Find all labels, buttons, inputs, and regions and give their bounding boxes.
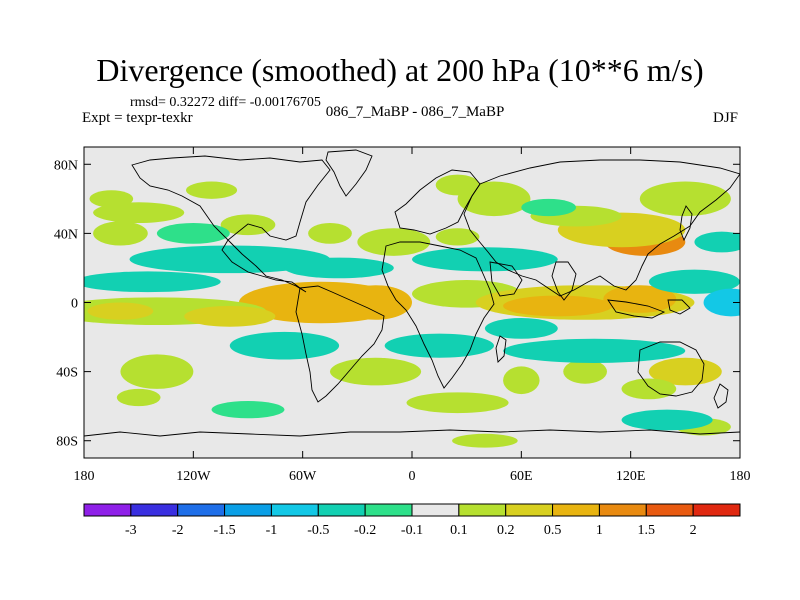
colorbar-swatch-8 xyxy=(458,503,507,517)
runs-label: 086_7_MaBP - 086_7_MaBP xyxy=(325,104,505,120)
x-tick-label-0: 180 xyxy=(74,469,95,484)
field-anomaly-48 xyxy=(156,223,230,244)
experiment-label: Expt = texpr-texkr xyxy=(82,110,193,126)
x-tick-label-2: 60W xyxy=(289,469,317,484)
field-anomaly-26 xyxy=(330,357,422,386)
field-anomaly-25 xyxy=(120,354,194,389)
x-tick-label-6: 180 xyxy=(730,469,751,484)
field-anomaly-44 xyxy=(484,318,558,339)
field-anomaly-37 xyxy=(412,247,558,272)
colorbar-swatch-11 xyxy=(598,503,647,517)
y-tick-label-4: 80S xyxy=(56,435,78,450)
x-tick-label-5: 120E xyxy=(616,469,646,484)
y-tick-label-0: 80N xyxy=(54,158,78,173)
x-tick-label-3: 0 xyxy=(409,469,416,484)
y-tick-label-2: 0 xyxy=(71,297,78,312)
colorbar-swatch-0 xyxy=(83,503,132,517)
colorbar-swatch-7 xyxy=(411,503,460,517)
colorbar-swatch-1 xyxy=(130,503,179,517)
colorbar-label-1: -2 xyxy=(172,523,184,538)
y-tick-label-1: 40N xyxy=(54,227,78,242)
field-anomaly-40 xyxy=(84,271,221,293)
colorbar-label-2: -1.5 xyxy=(213,523,235,538)
field-anomaly-20 xyxy=(220,214,276,236)
field-anomaly-39 xyxy=(703,288,740,317)
field-anomaly-24 xyxy=(186,181,238,199)
colorbar-swatch-6 xyxy=(364,503,413,517)
field-anomaly-38 xyxy=(648,269,740,294)
colorbar-swatch-3 xyxy=(224,503,272,517)
colorbar-swatch-9 xyxy=(505,503,554,517)
field-anomaly-34 xyxy=(452,433,518,448)
chart-title: Divergence (smoothed) at 200 hPa (10**6 … xyxy=(96,52,704,88)
plot-area xyxy=(84,147,740,458)
field-anomaly-46 xyxy=(211,400,285,419)
field-anomaly-10 xyxy=(603,285,677,313)
field-anomaly-6 xyxy=(87,302,154,320)
field-anomaly-49 xyxy=(694,231,740,253)
x-tick-label-1: 120W xyxy=(176,469,211,484)
colorbar-label-12: 2 xyxy=(690,523,697,538)
field-anomaly-30 xyxy=(563,359,607,384)
field-anomaly-42 xyxy=(384,333,495,358)
colorbar-label-11: 1.5 xyxy=(638,523,656,538)
field-anomaly-21 xyxy=(93,202,185,224)
field-layer xyxy=(84,174,740,448)
field-anomaly-19 xyxy=(308,223,352,244)
colorbar-label-5: -0.2 xyxy=(354,523,376,538)
field-anomaly-32 xyxy=(621,378,677,400)
y-tick-label-3: 40S xyxy=(56,366,78,381)
colorbar-label-8: 0.2 xyxy=(497,523,515,538)
field-anomaly-18 xyxy=(435,228,480,246)
field-anomaly-23 xyxy=(93,221,148,246)
field-anomaly-3 xyxy=(339,285,412,320)
colorbar-label-6: -0.1 xyxy=(401,523,423,538)
stats-line: rmsd= 0.32272 diff= -0.00176705 xyxy=(130,95,321,110)
field-anomaly-22 xyxy=(89,190,134,208)
field-anomaly-9 xyxy=(503,295,613,317)
colorbar-swatch-5 xyxy=(317,503,366,517)
field-anomaly-16 xyxy=(435,174,480,196)
field-anomaly-5 xyxy=(184,305,276,327)
colorbar-label-0: -3 xyxy=(125,523,137,538)
field-anomaly-41 xyxy=(229,331,340,360)
x-tick-label-4: 60E xyxy=(510,469,533,484)
field-anomaly-45 xyxy=(621,409,713,431)
colorbar-label-4: -0.5 xyxy=(307,523,329,538)
colorbar-swatch-10 xyxy=(552,503,600,517)
colorbar-swatch-12 xyxy=(645,503,694,517)
field-anomaly-27 xyxy=(116,388,161,407)
colorbar-swatch-4 xyxy=(270,503,319,517)
field-anomaly-14 xyxy=(639,181,731,217)
colorbar-swatch-13 xyxy=(692,503,741,517)
field-anomaly-17 xyxy=(357,228,431,256)
field-anomaly-29 xyxy=(503,366,540,395)
colorbar-label-10: 1 xyxy=(596,523,603,538)
colorbar-label-3: -1 xyxy=(266,523,278,538)
colorbar-label-9: 0.5 xyxy=(544,523,562,538)
colorbar-label-7: 0.1 xyxy=(450,523,468,538)
field-anomaly-47 xyxy=(521,198,577,217)
colorbar: -3 -2 -1.5 -1 -0.5 -0.2 -0.1 0.1 0.2 0.5 1 1.5 2 xyxy=(83,503,741,538)
coastlines xyxy=(84,149,740,437)
colorbar-swatch-2 xyxy=(177,503,226,517)
axes: 180 120W 60W 0 60E 120E 180 80N 40N 0 40S 80S xyxy=(54,147,751,484)
field-anomaly-36 xyxy=(284,257,394,279)
season-label: DJF xyxy=(712,110,738,126)
field-anomaly-28 xyxy=(406,392,509,414)
